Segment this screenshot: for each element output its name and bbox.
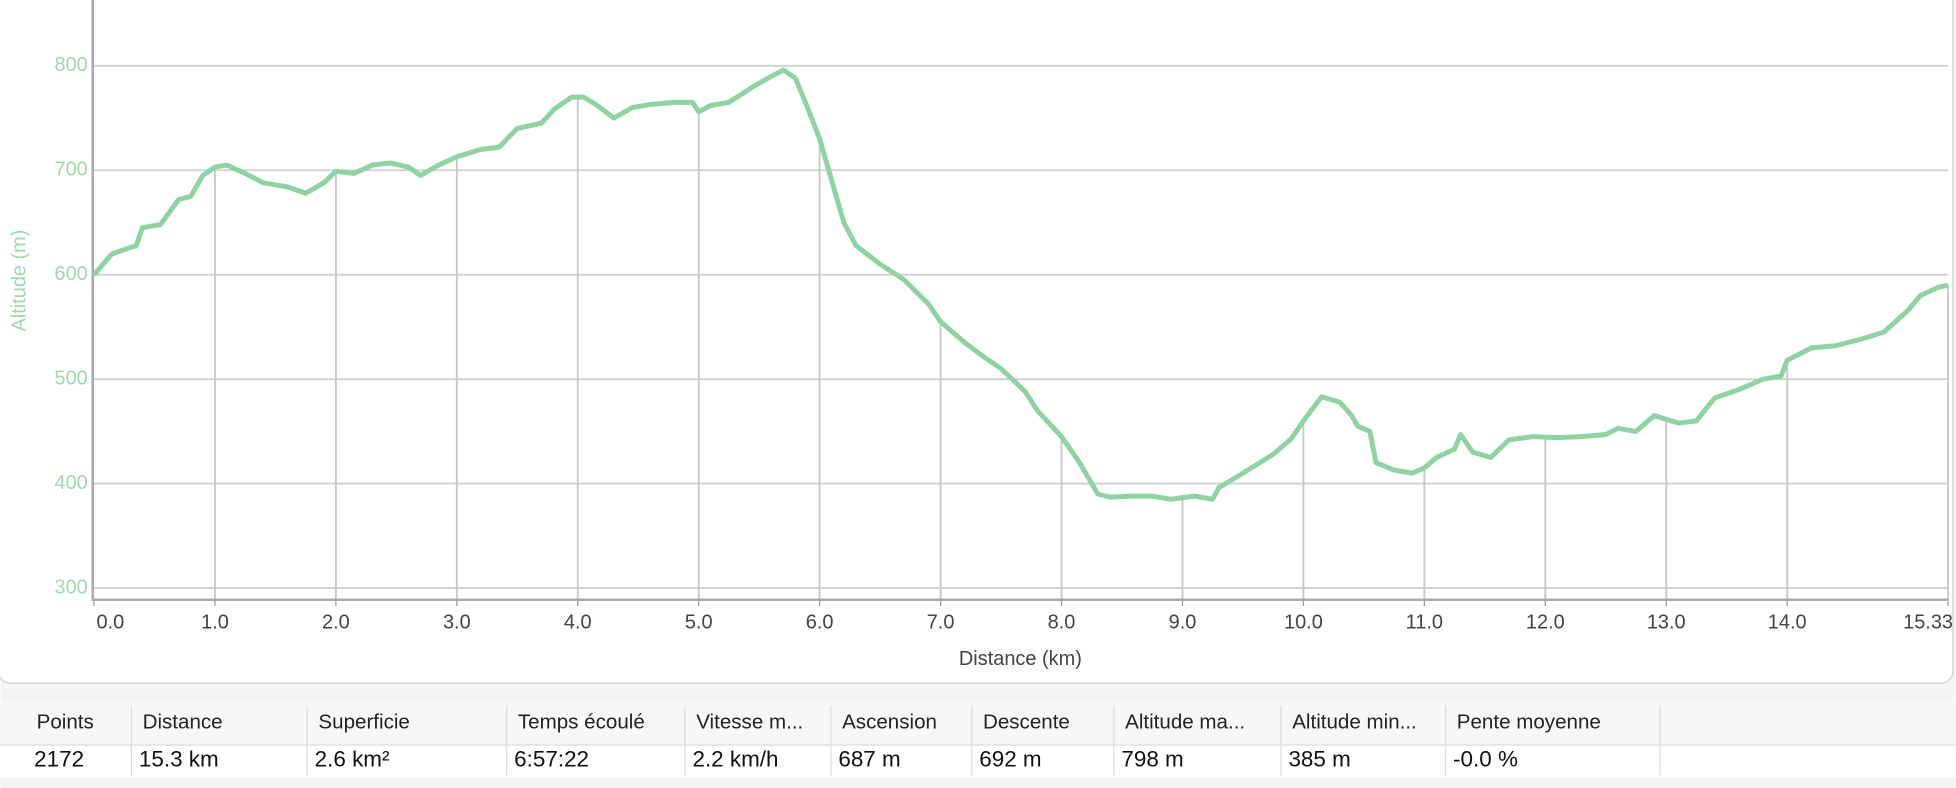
x-tick-label: 13.0 [1647, 612, 1686, 634]
chart-card [0, 0, 1954, 684]
y-tick-label: 300 [54, 576, 87, 598]
column-header: Superficie [318, 711, 409, 734]
x-tick-label: 1.0 [201, 612, 229, 634]
x-tick-label: 6.0 [806, 612, 834, 634]
table-cell: 2.2 km/h [692, 746, 778, 771]
table-cell: 15.3 km [139, 746, 219, 771]
x-tick-label: 5.0 [685, 612, 713, 634]
x-tick-label: 3.0 [443, 612, 471, 634]
table-cell: 6:57:22 [514, 746, 589, 771]
column-header: Vitesse m... [696, 711, 803, 734]
column-header: Altitude min... [1292, 711, 1417, 734]
column-header: Temps écoulé [518, 711, 645, 734]
y-tick-label: 600 [54, 263, 87, 285]
column-header: Ascension [842, 711, 937, 734]
x-tick-label: 0.0 [96, 612, 124, 634]
table-cell: 798 m [1121, 746, 1183, 771]
column-header: Descente [983, 711, 1070, 734]
x-axis-label: Distance (km) [959, 648, 1082, 670]
y-axis-label: Altitude (m) [9, 230, 31, 332]
x-tick-label: 2.0 [322, 612, 350, 634]
x-tick-label: 14.0 [1768, 612, 1807, 634]
column-header: Points [37, 711, 94, 734]
column-header: Distance [143, 711, 223, 734]
table-header [0, 701, 1956, 745]
column-header: Pente moyenne [1457, 711, 1601, 734]
table-cell: 692 m [979, 746, 1041, 771]
x-tick-label: 12.0 [1526, 612, 1565, 634]
table-cell: 385 m [1288, 746, 1350, 771]
x-tick-label: 8.0 [1048, 612, 1076, 634]
y-tick-label: 700 [54, 159, 87, 181]
x-tick-label: 7.0 [927, 612, 955, 634]
column-header: Altitude ma... [1125, 711, 1245, 734]
x-tick-label: 10.0 [1284, 612, 1323, 634]
x-tick-label: 9.0 [1169, 612, 1197, 634]
y-tick-label: 500 [54, 367, 87, 389]
table-cell: 687 m [838, 746, 900, 771]
x-tick-label: 15.33 [1903, 612, 1953, 634]
y-tick-label: 800 [54, 54, 87, 76]
x-tick-label: 11.0 [1406, 612, 1443, 634]
table-cell: 2172 [34, 746, 84, 771]
table-row [0, 745, 1956, 779]
table-cell: -0.0 % [1453, 746, 1518, 771]
table-cell: 2.6 km² [315, 746, 390, 771]
y-tick-label: 400 [54, 472, 87, 494]
elevation-line [92, 67, 1949, 502]
x-tick-label: 4.0 [564, 612, 592, 634]
